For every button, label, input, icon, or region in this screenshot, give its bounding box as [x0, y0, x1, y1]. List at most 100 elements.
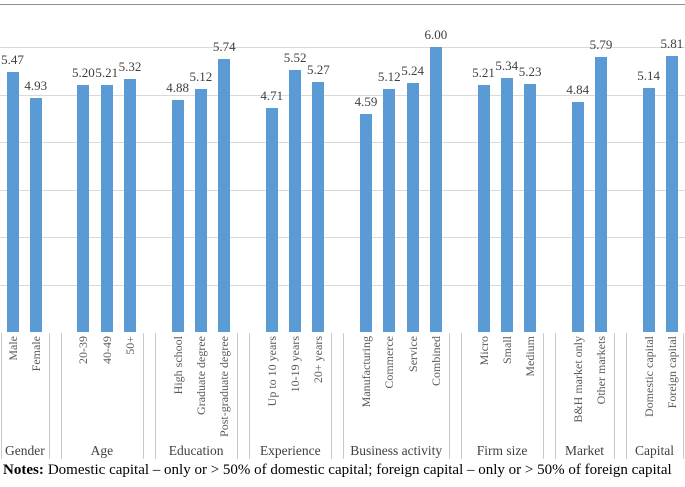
bar: [29, 97, 42, 332]
bar: [312, 81, 325, 332]
bar: [477, 84, 490, 332]
bar: [194, 88, 207, 332]
group-label: Business activity: [350, 443, 443, 458]
bar: [218, 59, 231, 332]
category-label: Graduate degree: [193, 336, 208, 415]
bar: [642, 87, 655, 332]
bar: [571, 102, 584, 332]
bar: [665, 56, 678, 332]
bar: [6, 72, 19, 332]
bar-value-label: 5.79: [589, 36, 613, 52]
category-label: Male: [5, 336, 20, 361]
bar-value-label: 5.23: [518, 63, 542, 79]
group-separator-line: [1, 333, 2, 459]
category-label: Service: [405, 336, 420, 372]
category-label: Medium: [523, 336, 538, 377]
group-label: Firm size: [476, 443, 528, 458]
bar-value-label: 5.20: [72, 65, 95, 80]
category-label: Up to 10 years: [264, 336, 279, 407]
bar: [360, 113, 372, 332]
group-separator-line: [331, 333, 333, 459]
group-separator-line: [60, 333, 62, 459]
category-label: 20-39: [76, 336, 91, 364]
category-label: Combined: [428, 336, 443, 386]
chart-notes: Notes: Domestic capital – only or > 50% o…: [3, 462, 683, 479]
bar-value-label: 5.14: [637, 67, 660, 83]
group-separator-line: [155, 333, 156, 459]
group-separator-line: [143, 333, 144, 459]
group-separator-line: [343, 333, 345, 459]
bar: [406, 83, 419, 332]
bar: [289, 69, 302, 332]
notes-label: Notes:: [3, 462, 44, 478]
bar-value-label: 5.21: [95, 64, 119, 80]
bar-value-label: 5.12: [189, 68, 213, 84]
group-separator-line: [683, 333, 684, 459]
group-separator-line: [460, 333, 462, 459]
category-label: B&H market only: [570, 336, 585, 423]
category-label: Micro: [476, 336, 491, 366]
bar-value-label: 4.84: [566, 82, 590, 98]
bar: [124, 79, 136, 332]
category-label: 10-19 years: [288, 336, 303, 393]
group-label: Gender: [5, 443, 45, 458]
bar-value-label: 4.71: [260, 88, 284, 104]
group-separator-line: [249, 333, 251, 459]
group-separator-line: [237, 333, 239, 459]
bar-value-label: 5.27: [307, 61, 330, 77]
notes-text: Domestic capital – only or > 50% of dome…: [47, 462, 672, 478]
group-label: Experience: [259, 443, 321, 458]
gridline: [0, 47, 685, 48]
bar-value-label: 5.21: [472, 64, 495, 80]
bar-value-label: 5.12: [377, 68, 401, 84]
category-label: High school: [170, 336, 185, 395]
bar-value-label: 5.74: [212, 39, 236, 55]
gridline: [0, 94, 685, 96]
group-separator-line: [555, 333, 557, 459]
bar: [524, 83, 537, 332]
bar: [595, 56, 607, 332]
gridline: [0, 142, 685, 143]
group-label: Market: [565, 443, 605, 458]
category-label: Post-graduate degree: [217, 336, 232, 437]
group-separator-line: [626, 333, 627, 459]
bar-value-label: 4.88: [166, 80, 189, 96]
group-separator-line: [614, 333, 615, 459]
bar-value-label: 5.52: [283, 49, 307, 65]
group-label: Education: [168, 443, 224, 458]
bar-value-label: 5.34: [495, 58, 519, 74]
bar: [429, 47, 442, 332]
bar-value-label: 6.00: [424, 27, 448, 42]
gridline: [0, 237, 685, 238]
bar-value-label: 5.32: [118, 59, 142, 75]
category-label: Commerce: [382, 336, 397, 389]
group-separator-line: [448, 333, 450, 459]
category-label: Foreign capital: [664, 336, 679, 409]
category-label: Other markets: [594, 336, 608, 405]
category-label: Manufacturing: [359, 336, 373, 408]
bar-value-label: 4.59: [354, 93, 378, 109]
category-label: Small: [499, 336, 514, 365]
category-label: 20+ years: [311, 336, 326, 384]
bar-value-label: 5.24: [401, 63, 424, 79]
bar: [171, 100, 184, 332]
bar: [500, 78, 513, 332]
plot-top-border: [0, 4, 685, 5]
gridline: [0, 189, 685, 191]
category-label: 50+: [123, 336, 137, 355]
bar: [100, 84, 113, 332]
bar-value-label: 5.81: [660, 36, 684, 52]
bar: [265, 108, 278, 332]
bar: [77, 85, 90, 332]
group-separator-line: [543, 333, 545, 459]
group-label: Capital: [635, 443, 674, 458]
gridline: [0, 284, 685, 286]
bar-value-label: 4.93: [24, 77, 48, 93]
group-label: Age: [90, 443, 114, 458]
bar-value-label: 5.47: [1, 52, 24, 68]
bar: [383, 88, 396, 332]
category-label: Female: [28, 336, 43, 372]
category-label: Domestic capital: [641, 336, 656, 417]
group-separator-line: [48, 333, 50, 459]
